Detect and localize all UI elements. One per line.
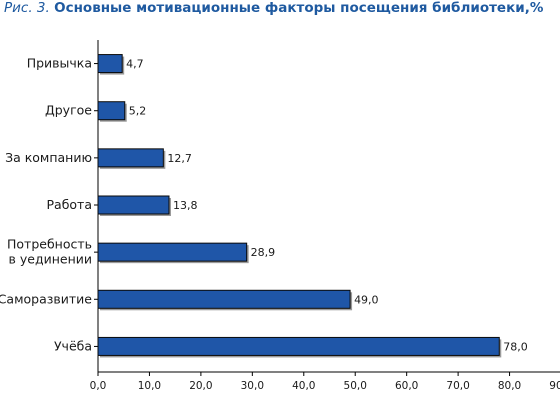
bar-4 (97, 195, 170, 215)
category-label: За компанию (5, 150, 92, 165)
bar-5 (97, 242, 248, 262)
value-label: 49,0 (354, 293, 379, 306)
x-tick-label: 10,0 (138, 380, 161, 392)
category-label: в уединении (9, 252, 92, 267)
value-label: 5,2 (129, 105, 147, 118)
x-tick-label: 80,0 (498, 380, 521, 392)
chart-title: Рис. 3. Основные мотивационные факторы п… (4, 0, 543, 16)
value-label: 78,0 (503, 340, 528, 353)
value-label: 28,9 (251, 246, 276, 259)
category-label: Другое (45, 103, 92, 118)
figure-ref: Рис. 3. (4, 0, 50, 16)
x-tick-label: 20,0 (189, 380, 212, 392)
bar-3 (97, 148, 164, 168)
x-tick-label: 70,0 (446, 380, 469, 392)
bar-6 (97, 289, 351, 309)
x-tick-label: 40,0 (292, 380, 315, 392)
value-label: 13,8 (173, 199, 198, 212)
x-tick-label: 0,0 (90, 380, 107, 392)
category-label: Потребность (7, 237, 92, 252)
category-label: Саморазвитие (0, 291, 92, 306)
bar-1 (97, 54, 123, 74)
category-label: Учёба (54, 338, 92, 353)
bar-7 (97, 336, 500, 356)
x-tick-label: 50,0 (344, 380, 367, 392)
x-tick-label: 60,0 (395, 380, 418, 392)
title-text: Основные мотивационные факторы посещения… (54, 0, 544, 16)
category-label: Привычка (27, 56, 92, 71)
value-label: 12,7 (167, 152, 192, 165)
x-tick-label: 90,0 (549, 380, 560, 392)
x-tick-label: 30,0 (241, 380, 264, 392)
bar-2 (97, 101, 126, 121)
value-label: 4,7 (126, 58, 144, 71)
category-label: Работа (47, 197, 93, 212)
